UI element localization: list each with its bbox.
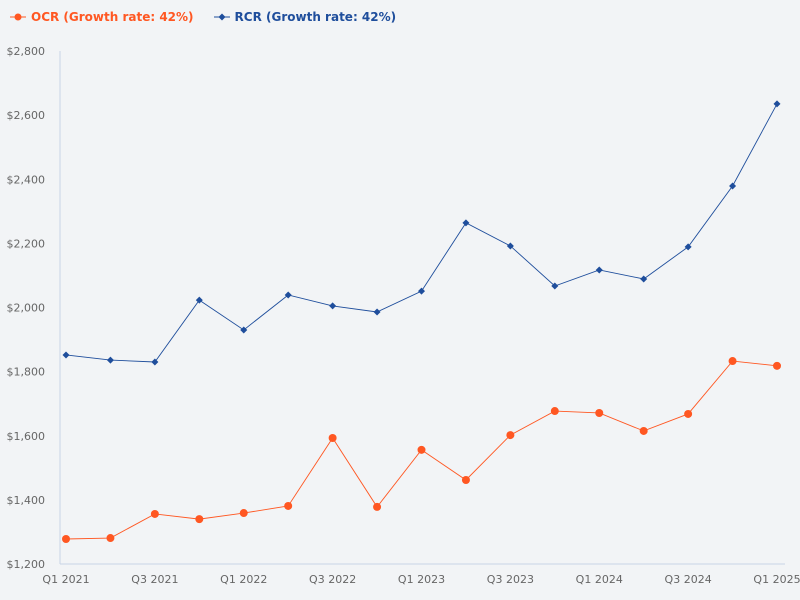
data-point-ocr (106, 534, 115, 543)
data-point-ocr (150, 509, 159, 518)
legend-item-rcr[interactable]: RCR (Growth rate: 42%) (213, 10, 397, 24)
x-tick-label: Q1 2023 (398, 573, 445, 586)
data-point-ocr (461, 475, 470, 484)
data-point-rcr (151, 358, 159, 366)
data-point-rcr (551, 282, 559, 290)
y-tick-label: $1,600 (7, 430, 46, 443)
data-point-rcr (106, 356, 114, 364)
data-point-rcr (773, 100, 781, 108)
data-point-rcr (240, 326, 248, 334)
x-tick-label: Q1 2022 (220, 573, 267, 586)
data-point-rcr (684, 243, 692, 251)
y-tick-label: $2,200 (7, 237, 46, 250)
legend-marker-rcr-icon (213, 13, 230, 21)
y-tick-label: $2,000 (7, 302, 46, 315)
legend-marker-ocr-icon (10, 13, 26, 21)
data-point-rcr (62, 351, 70, 359)
data-point-rcr (729, 182, 737, 190)
legend: OCR (Growth rate: 42%) RCR (Growth rate:… (10, 10, 396, 24)
data-point-rcr (284, 291, 292, 299)
x-tick-label: Q1 2021 (42, 573, 89, 586)
legend-label-rcr: RCR (Growth rate: 42%) (234, 10, 397, 24)
x-tick-label: Q1 2024 (576, 573, 623, 586)
data-point-ocr (550, 407, 559, 416)
data-point-ocr (728, 357, 737, 366)
x-tick-label: Q3 2022 (309, 573, 356, 586)
series-line-rcr (65, 103, 778, 363)
data-point-ocr (62, 534, 70, 543)
y-tick-label: $2,800 (7, 45, 46, 58)
y-tick-label: $2,600 (7, 109, 46, 122)
x-tick-label: Q3 2023 (487, 573, 534, 586)
x-tick-label: Q3 2021 (131, 573, 178, 586)
data-point-rcr (506, 242, 514, 250)
data-point-rcr (329, 302, 337, 310)
y-tick-label: $1,200 (7, 558, 46, 571)
data-point-ocr (773, 361, 781, 370)
data-point-ocr (328, 433, 337, 442)
x-tick-label: Q1 2025 (753, 573, 800, 586)
data-point-rcr (373, 308, 381, 316)
data-point-rcr (462, 219, 470, 227)
data-point-ocr (239, 509, 248, 518)
data-point-ocr (506, 431, 515, 440)
y-tick-label: $1,800 (7, 366, 46, 379)
data-point-ocr (195, 515, 204, 524)
data-point-ocr (684, 409, 693, 418)
data-point-rcr (595, 266, 603, 274)
data-point-ocr (417, 445, 426, 454)
data-point-ocr (595, 408, 604, 417)
legend-item-ocr[interactable]: OCR (Growth rate: 42%) (10, 10, 194, 24)
data-point-rcr (418, 287, 425, 295)
data-point-rcr (195, 296, 203, 304)
data-point-ocr (639, 426, 648, 435)
y-tick-label: $2,400 (7, 173, 46, 186)
data-point-ocr (373, 502, 382, 511)
data-point-ocr (284, 501, 293, 510)
x-tick-label: Q3 2024 (665, 573, 712, 586)
data-point-rcr (640, 275, 648, 283)
legend-label-ocr: OCR (Growth rate: 42%) (31, 10, 194, 24)
y-tick-label: $1,400 (7, 494, 46, 507)
